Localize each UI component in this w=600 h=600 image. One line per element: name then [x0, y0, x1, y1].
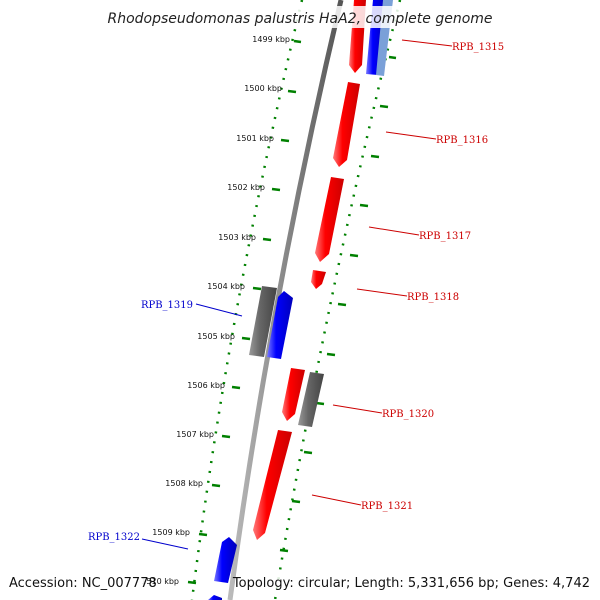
gene-label-rpb-1317[interactable]: RPB_1317 — [419, 231, 471, 242]
gene-rpb-1317[interactable] — [315, 177, 344, 262]
kbp-label: 1500 kbp — [244, 84, 282, 93]
gene-label-rpb-1320[interactable]: RPB_1320 — [382, 409, 434, 420]
kbp-label: 1507 kbp — [176, 430, 214, 439]
gene-rpb-1316[interactable] — [333, 82, 360, 167]
gene-rpb-1321[interactable] — [253, 430, 292, 540]
gene-label-rpb-1319[interactable]: RPB_1319 — [141, 300, 193, 311]
topology-backdrop — [259, 572, 595, 592]
gene-rpb-1320[interactable] — [282, 368, 305, 421]
kbp-label: 1501 kbp — [236, 134, 274, 143]
major-ticks-inner — [187, 39, 302, 585]
major-ticks-outer — [279, 55, 397, 553]
kbp-tick-labels: 1499 kbp 1500 kbp 1501 kbp 1502 kbp 1503… — [141, 35, 290, 586]
gene-rpb-1319[interactable] — [267, 291, 293, 359]
kbp-label: 1505 kbp — [197, 332, 235, 341]
gene-label-rpb-1321[interactable]: RPB_1321 — [361, 501, 413, 512]
topology-text: Topology: circular; Length: 5,331,656 bp… — [232, 576, 590, 591]
kbp-label: 1504 kbp — [207, 282, 245, 291]
kbp-label: 1506 kbp — [187, 381, 225, 390]
kbp-label: 1502 kbp — [227, 183, 265, 192]
gene-rpb-1318[interactable] — [311, 270, 326, 289]
gene-rpb-1320-neighbor[interactable] — [298, 372, 324, 427]
kbp-label: 1508 kbp — [165, 479, 203, 488]
gene-label-rpb-1316[interactable]: RPB_1316 — [436, 135, 488, 146]
accession-backdrop — [6, 572, 146, 592]
kbp-label: 1503 kbp — [218, 233, 256, 242]
gene-label-rpb-1318[interactable]: RPB_1318 — [407, 292, 459, 303]
kbp-label: 1499 kbp — [252, 35, 290, 44]
title-backdrop — [104, 6, 496, 28]
callout-lines — [141, 39, 453, 550]
gene-labels: RPB_1315 RPB_1316 RPB_1317 RPB_1318 RPB_… — [88, 42, 504, 543]
gene-label-rpb-1315[interactable]: RPB_1315 — [452, 42, 504, 53]
gene-rpb-1322[interactable] — [214, 537, 237, 583]
gene-rpb-1323-partial — [208, 595, 222, 600]
gene-label-rpb-1322[interactable]: RPB_1322 — [88, 532, 140, 543]
map-title: Rhodopseudomonas palustris HaA2, complet… — [107, 11, 492, 27]
gene-rpb-1319-neighbor[interactable] — [249, 286, 277, 357]
kbp-label: 1509 kbp — [152, 528, 190, 537]
accession-text: Accession: NC_007778 — [9, 576, 157, 591]
kbp-label: 1510 kbp — [141, 577, 179, 586]
